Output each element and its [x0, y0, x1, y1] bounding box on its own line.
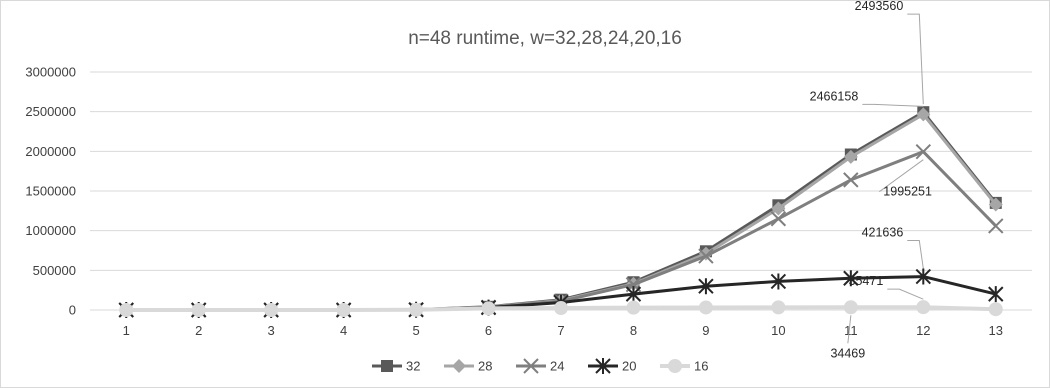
legend-item-16: 16 [660, 359, 708, 374]
marker-circle [988, 302, 1003, 317]
marker-circle [554, 301, 568, 316]
marker-circle [771, 300, 786, 315]
x-tick-label: 9 [702, 323, 709, 338]
data-label: 2493560 [855, 0, 904, 13]
legend-label: 24 [550, 359, 564, 374]
data-label: 421636 [862, 226, 904, 240]
y-tick-label: 1000000 [25, 223, 76, 238]
y-axis: 0 500000 1000000 1500000 2000000 2500000 30000… [25, 65, 76, 318]
x-tick-label: 7 [557, 323, 564, 338]
x-tick-label: 8 [630, 323, 637, 338]
chart-title: n=48 runtime, w=32,28,24,20,16 [408, 28, 682, 49]
marker-star [595, 358, 611, 374]
legend-item-28: 28 [444, 359, 492, 374]
marker-x [770, 211, 787, 227]
x-axis: 1 2 3 4 5 6 7 8 9 10 11 12 13 [123, 323, 1003, 338]
y-tick-label: 2500000 [25, 104, 76, 119]
data-label-leader [887, 288, 924, 300]
x-tick-label: 11 [844, 323, 858, 338]
marker-square [381, 360, 393, 372]
series-16 [119, 300, 1003, 317]
marker-x [843, 172, 859, 188]
marker-diamond [988, 197, 1003, 212]
marker-diamond [771, 201, 786, 216]
data-label: 2466158 [810, 89, 859, 103]
marker-x [988, 218, 1004, 234]
marker-circle [668, 359, 682, 373]
y-tick-label: 0 [69, 303, 76, 318]
marker-star [843, 270, 859, 287]
data-label-leader [862, 103, 924, 107]
marker-circle [336, 302, 351, 317]
marker-star [770, 273, 787, 290]
marker-circle [191, 302, 206, 317]
marker-circle [481, 301, 496, 316]
x-tick-label: 13 [989, 323, 1003, 338]
marker-circle [264, 302, 279, 317]
data-label: 1995251 [883, 185, 932, 199]
marker-star [698, 278, 714, 295]
legend-item-32: 32 [372, 359, 420, 374]
data-label-leader [847, 315, 852, 344]
legend-label: 32 [406, 359, 420, 374]
marker-x [698, 248, 714, 264]
data-label-leader [879, 159, 924, 193]
x-tick-label: 2 [195, 323, 202, 338]
marker-circle [916, 300, 931, 315]
marker-star [915, 268, 932, 285]
marker-star [625, 286, 642, 303]
x-tick-label: 12 [916, 323, 930, 338]
marker-circle [843, 300, 858, 315]
marker-diamond [843, 149, 858, 164]
data-label-leader [907, 13, 924, 105]
y-tick-label: 3000000 [25, 65, 76, 80]
x-tick-label: 10 [771, 323, 785, 338]
legend: 32 28 24 20 16 [372, 358, 708, 374]
legend-label: 20 [622, 359, 636, 374]
marker-star [988, 286, 1004, 303]
legend-item-24: 24 [516, 358, 564, 374]
x-tick-label: 3 [268, 323, 275, 338]
marker-diamond [916, 107, 931, 122]
y-tick-label: 500000 [33, 263, 76, 278]
marker-circle [698, 300, 713, 315]
marker-circle [119, 302, 134, 317]
x-tick-label: 4 [340, 323, 347, 338]
legend-label: 16 [694, 359, 708, 374]
data-label: 35471 [849, 274, 884, 288]
x-tick-label: 1 [123, 323, 130, 338]
data-label: 34469 [830, 346, 865, 360]
x-tick-label: 6 [485, 323, 492, 338]
marker-circle [626, 300, 641, 315]
marker-circle [409, 302, 424, 317]
data-label-leader [907, 240, 924, 269]
y-tick-label: 1500000 [25, 184, 76, 199]
y-tick-label: 2000000 [25, 144, 76, 159]
data-labels: 2493560 2466158 1995251 421636 35471 34469 [810, 0, 932, 360]
legend-label: 28 [478, 359, 492, 374]
series-group [118, 106, 1004, 318]
marker-x [523, 358, 539, 374]
x-tick-label: 5 [412, 323, 419, 338]
marker-diamond [452, 359, 466, 373]
marker-x [915, 144, 932, 160]
legend-item-20: 20 [588, 358, 636, 374]
